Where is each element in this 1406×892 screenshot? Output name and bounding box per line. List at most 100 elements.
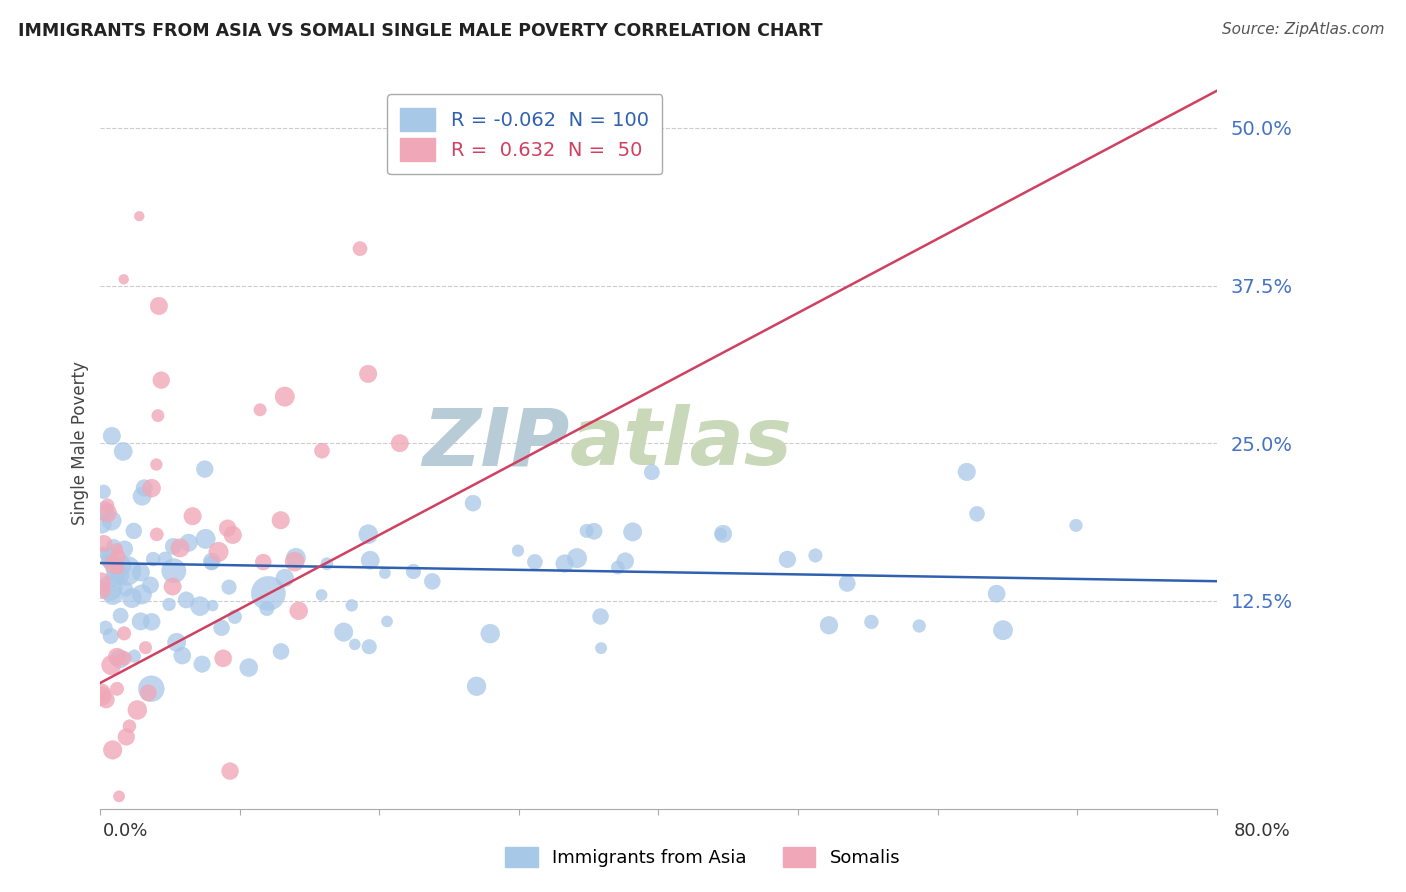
Point <box>575 524 598 538</box>
Point <box>420 574 443 589</box>
Point <box>93 484 115 499</box>
Point <box>141 681 163 696</box>
Point <box>256 601 278 615</box>
Point <box>224 609 246 624</box>
Point <box>114 582 136 596</box>
Point <box>211 621 233 635</box>
Point <box>108 789 131 804</box>
Point <box>94 692 117 706</box>
Point <box>222 528 245 542</box>
Point <box>287 604 309 618</box>
Point <box>506 543 529 558</box>
Point <box>115 730 138 744</box>
Point <box>100 658 122 673</box>
Point <box>124 649 146 664</box>
Point <box>217 521 239 535</box>
Point <box>146 409 169 423</box>
Point <box>107 561 129 575</box>
Point <box>129 615 152 629</box>
Point <box>582 524 605 539</box>
Point <box>101 557 124 571</box>
Point <box>142 552 165 566</box>
Point <box>194 532 217 546</box>
Point <box>108 568 131 582</box>
Text: 80.0%: 80.0% <box>1234 822 1291 840</box>
Point <box>107 549 129 564</box>
Point <box>122 524 145 538</box>
Point <box>804 549 827 563</box>
Point <box>90 686 112 700</box>
Point <box>141 615 163 629</box>
Point <box>105 681 128 696</box>
Point <box>98 581 121 595</box>
Point <box>129 566 152 580</box>
Point <box>104 571 127 585</box>
Point <box>191 657 214 672</box>
Point <box>359 640 381 654</box>
Point <box>201 599 224 613</box>
Point <box>105 649 128 664</box>
Point <box>1064 518 1087 533</box>
Point <box>96 506 118 520</box>
Point <box>565 551 588 566</box>
Point <box>118 719 141 733</box>
Point <box>90 689 112 703</box>
Point <box>101 588 124 602</box>
Point <box>523 555 546 569</box>
Point <box>614 554 637 568</box>
Point <box>115 564 138 578</box>
Point <box>101 429 124 443</box>
Point <box>641 465 664 479</box>
Point <box>131 489 153 503</box>
Point <box>157 598 180 612</box>
Point <box>114 541 136 556</box>
Point <box>98 549 121 563</box>
Point <box>103 540 125 554</box>
Point <box>110 558 132 573</box>
Point <box>591 641 613 656</box>
Point <box>837 576 859 591</box>
Point <box>100 514 122 528</box>
Point <box>135 640 157 655</box>
Point <box>274 571 297 585</box>
Point <box>402 565 425 579</box>
Point <box>181 509 204 524</box>
Point <box>966 507 988 521</box>
Point <box>97 554 120 568</box>
Point <box>162 540 184 554</box>
Point <box>174 593 197 607</box>
Point <box>91 583 114 598</box>
Point <box>956 465 979 479</box>
Point <box>589 609 612 624</box>
Text: Source: ZipAtlas.com: Source: ZipAtlas.com <box>1222 22 1385 37</box>
Point <box>374 566 396 580</box>
Point <box>340 599 363 613</box>
Point <box>986 587 1008 601</box>
Point <box>207 545 229 559</box>
Point <box>172 648 194 663</box>
Point <box>101 743 124 757</box>
Point <box>212 651 235 665</box>
Point <box>270 513 292 527</box>
Point <box>270 644 292 658</box>
Point <box>145 458 167 472</box>
Point <box>479 626 502 640</box>
Point <box>249 402 271 417</box>
Point <box>105 541 128 556</box>
Point <box>311 443 333 458</box>
Point <box>776 552 799 566</box>
Point <box>357 367 380 381</box>
Point <box>97 554 120 568</box>
Point <box>375 615 398 629</box>
Point <box>112 626 135 640</box>
Point <box>128 209 150 223</box>
Point <box>150 373 173 387</box>
Point <box>357 527 380 541</box>
Point <box>139 578 162 592</box>
Point <box>461 496 484 510</box>
Point <box>94 621 117 635</box>
Point <box>238 660 260 674</box>
Point <box>93 536 115 550</box>
Point <box>100 629 122 643</box>
Text: ZIP: ZIP <box>422 404 569 483</box>
